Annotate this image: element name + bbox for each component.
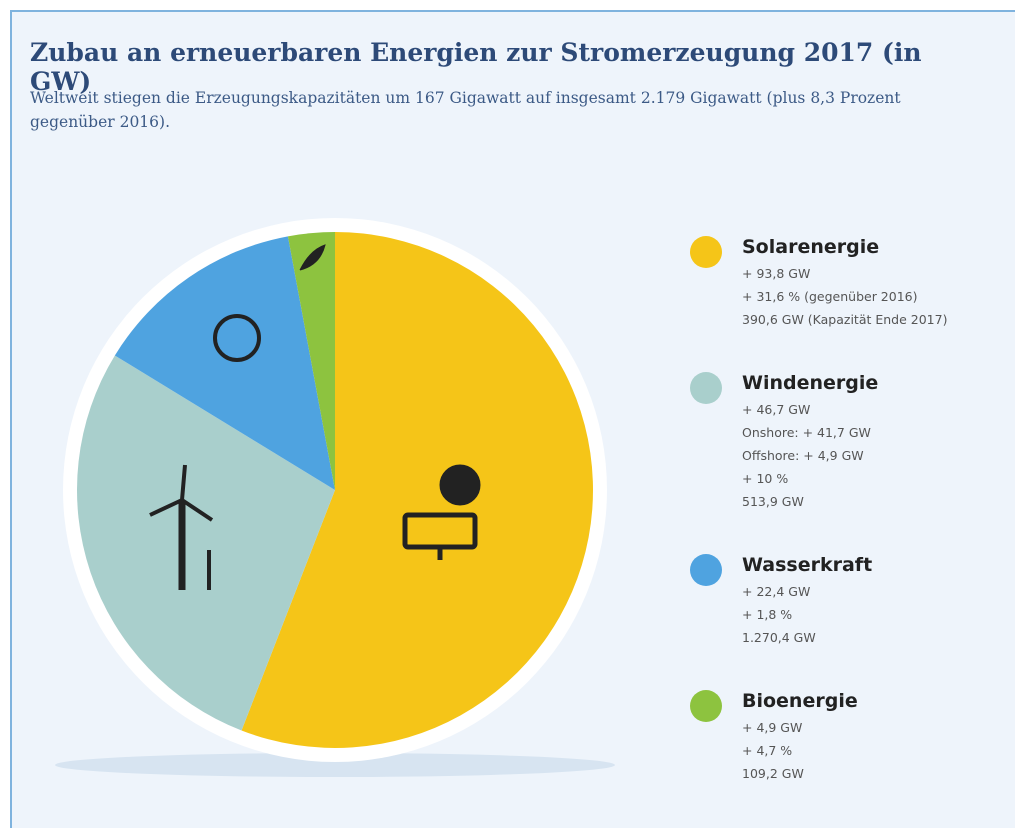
- legend-detail: 1.270,4 GW: [742, 630, 816, 645]
- chart-title: Zubau an erneuerbaren Energien zur Strom…: [30, 38, 922, 96]
- legend-label: Wasserkraft: [742, 554, 873, 576]
- legend-swatch: [690, 372, 722, 404]
- legend-detail: 109,2 GW: [742, 766, 804, 781]
- legend-detail: + 1,8 %: [742, 607, 793, 622]
- value-label: + 93,8 GW: [742, 266, 811, 281]
- water-wheel-icon: [213, 314, 261, 362]
- legend-swatch: [690, 236, 722, 268]
- legend-detail: + 31,6 % (gegenüber 2016): [742, 289, 918, 304]
- legend-item: Windenergie + 46,7 GW Onshore: + 41,7 GW Of…: [690, 368, 1010, 513]
- legend-swatch: [690, 554, 722, 586]
- legend-detail: Offshore: + 4,9 GW: [742, 448, 864, 463]
- value-label: + 46,7 GW: [742, 402, 811, 417]
- value-label: + 22,4 GW: [742, 584, 811, 599]
- sun-icon: [439, 464, 481, 506]
- pie-slice: [114, 236, 335, 490]
- legend-item: Bioenergie + 4,9 GW + 4,7 % 109,2 GW: [690, 686, 1010, 785]
- icons: [149, 244, 481, 590]
- legend-item: Solarenergie + 93,8 GW + 31,6 % (gegenüber…: [690, 232, 1010, 331]
- legend-label: Bioenergie: [742, 690, 858, 712]
- legend-detail: 390,6 GW (Kapazität Ende 2017): [742, 312, 948, 327]
- turbine-blades: [149, 464, 214, 522]
- pie-slice: [241, 232, 593, 748]
- legend-item: Wasserkraft + 22,4 GW + 1,8 % 1.270,4 GW: [690, 550, 1010, 649]
- leaf-icon: [299, 244, 326, 271]
- legend-detail: + 10 %: [742, 471, 789, 486]
- legend: Solarenergie + 93,8 GW + 31,6 % (gegenüber…: [690, 232, 1010, 822]
- legend-label: Solarenergie: [742, 236, 880, 258]
- pie-slice: [77, 355, 336, 731]
- legend-detail: + 4,7 %: [742, 743, 793, 758]
- pie-slice: [287, 232, 335, 490]
- shadow: [55, 753, 615, 777]
- chart-subtitle: Weltweit stiegen die Erzeugungskapazität…: [30, 89, 901, 131]
- value-label: + 4,9 GW: [742, 720, 803, 735]
- legend-detail: 513,9 GW: [742, 494, 804, 509]
- legend-detail: Onshore: + 41,7 GW: [742, 425, 871, 440]
- legend-swatch: [690, 690, 722, 722]
- legend-label: Windenergie: [742, 372, 879, 394]
